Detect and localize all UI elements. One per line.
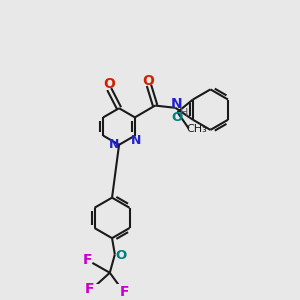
Text: N: N: [171, 98, 182, 111]
Text: CH₃: CH₃: [187, 124, 208, 134]
Text: O: O: [142, 74, 154, 88]
Text: H: H: [180, 108, 188, 118]
Text: N: N: [130, 134, 141, 147]
Text: O: O: [171, 111, 182, 124]
Text: F: F: [82, 253, 92, 266]
Text: F: F: [120, 285, 129, 298]
Text: N: N: [109, 138, 119, 151]
Text: O: O: [103, 77, 115, 91]
Text: O: O: [116, 248, 127, 262]
Text: F: F: [85, 282, 94, 296]
